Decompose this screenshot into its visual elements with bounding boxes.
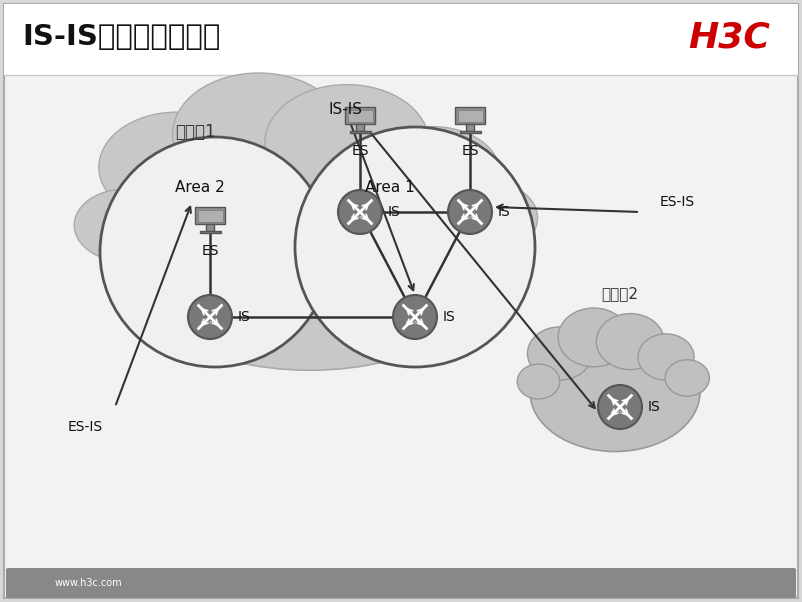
Circle shape: [598, 385, 642, 429]
Circle shape: [393, 295, 437, 339]
Bar: [345, 107, 375, 124]
Text: H3C: H3C: [688, 20, 770, 55]
Text: IS: IS: [498, 205, 511, 219]
Bar: [195, 207, 225, 224]
Bar: [356, 123, 363, 131]
Ellipse shape: [558, 308, 630, 367]
Bar: [457, 110, 483, 122]
Ellipse shape: [597, 314, 664, 370]
Ellipse shape: [99, 112, 255, 222]
Text: IS-IS基本概念与术语: IS-IS基本概念与术语: [22, 23, 221, 52]
Text: ROUTER: ROUTER: [406, 321, 424, 325]
Ellipse shape: [528, 327, 592, 380]
Ellipse shape: [75, 189, 176, 261]
Ellipse shape: [366, 126, 500, 222]
Bar: [467, 123, 474, 131]
Circle shape: [100, 137, 330, 367]
Circle shape: [188, 295, 232, 339]
Ellipse shape: [172, 73, 345, 195]
Text: IS: IS: [443, 310, 456, 324]
Text: ROUTER: ROUTER: [611, 411, 629, 415]
Text: www.h3c.com: www.h3c.com: [55, 578, 123, 588]
Bar: [4, 4, 798, 75]
Text: 路由域2: 路由域2: [602, 287, 638, 302]
Ellipse shape: [105, 124, 515, 370]
Ellipse shape: [265, 85, 429, 200]
Text: ES: ES: [201, 244, 219, 258]
Bar: [200, 231, 221, 233]
Ellipse shape: [665, 360, 709, 396]
Bar: [347, 110, 372, 122]
Text: IS: IS: [388, 205, 401, 219]
Text: 路由域1: 路由域1: [175, 123, 215, 141]
Text: IS: IS: [648, 400, 661, 414]
Text: ROUTER: ROUTER: [351, 216, 369, 220]
Ellipse shape: [517, 364, 560, 399]
Text: ES-IS: ES-IS: [67, 420, 103, 434]
Text: ROUTER: ROUTER: [461, 216, 479, 220]
Ellipse shape: [638, 334, 694, 380]
Bar: [197, 209, 222, 222]
Text: ROUTER: ROUTER: [201, 321, 219, 325]
Circle shape: [338, 190, 382, 234]
FancyBboxPatch shape: [6, 568, 796, 598]
Text: Area 2: Area 2: [175, 179, 225, 194]
Circle shape: [295, 127, 535, 367]
Ellipse shape: [530, 332, 700, 452]
Text: ES-IS: ES-IS: [660, 195, 695, 209]
Bar: [455, 107, 485, 124]
Bar: [206, 223, 213, 231]
Ellipse shape: [431, 181, 537, 256]
Text: ES: ES: [351, 144, 369, 158]
Text: IS-IS: IS-IS: [328, 102, 362, 117]
Text: ES: ES: [461, 144, 479, 158]
Circle shape: [448, 190, 492, 234]
Text: IS: IS: [238, 310, 251, 324]
Bar: [350, 131, 371, 133]
Text: Area 1: Area 1: [365, 179, 415, 194]
Bar: [460, 131, 480, 133]
